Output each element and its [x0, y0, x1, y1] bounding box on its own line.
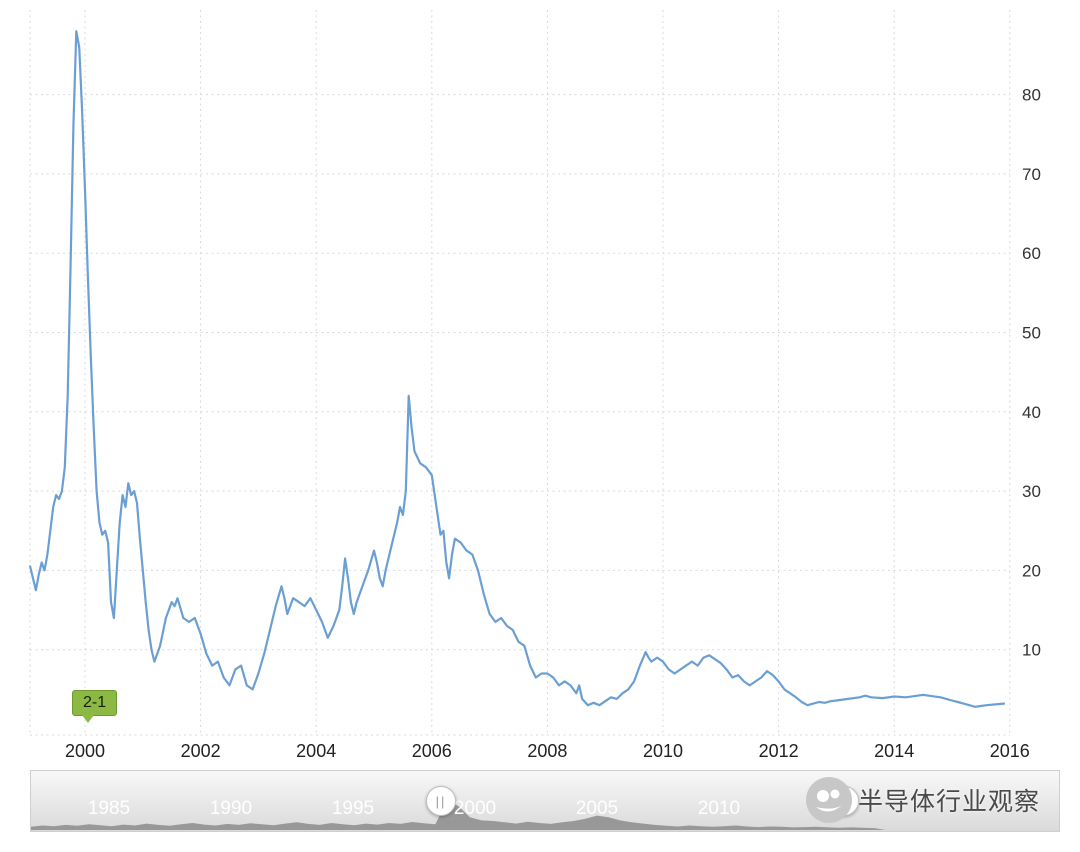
watermark: 半导体行业观察: [804, 775, 1040, 825]
navigator-year-label: 1995: [331, 798, 375, 819]
x-axis-label: 2000: [65, 741, 105, 761]
navigator-area: [31, 801, 1059, 830]
y-axis-label: 40: [1022, 403, 1041, 422]
y-axis-label: 20: [1022, 561, 1041, 580]
value-badge: 2-1: [72, 690, 118, 723]
y-axis-label: 50: [1022, 324, 1041, 343]
x-axis-label: 2012: [759, 741, 799, 761]
x-axis-label: 2010: [643, 741, 683, 761]
x-axis-label: 2006: [412, 741, 452, 761]
navigator-year-label: 2010: [697, 798, 741, 819]
y-axis-label: 70: [1022, 165, 1041, 184]
navigator-year-label: 1985: [87, 798, 131, 819]
navigator-year-label: 1990: [209, 798, 253, 819]
price-line: [29, 30, 1006, 708]
x-axis-label: 2008: [527, 741, 567, 761]
watermark-text: 半导体行业观察: [858, 788, 1041, 816]
y-axis-label: 30: [1022, 482, 1041, 501]
navigator-silhouette: [31, 801, 1059, 830]
navigator-year-label: 2000: [453, 798, 497, 819]
handle-grip-icon: ||: [435, 793, 447, 809]
x-axis-label: 2016: [990, 741, 1030, 761]
y-axis-label: 60: [1022, 244, 1041, 263]
navigator-year-label: 2005: [575, 798, 619, 819]
range-handle-left[interactable]: ||: [426, 786, 456, 816]
y-axis-label: 10: [1022, 641, 1041, 660]
y-axis-label: 80: [1022, 86, 1041, 105]
price-line-chart[interactable]: 10 20 30 40 50 60 70 80 2000 2002 2004 2006 2008 2010…: [0, 0, 1080, 762]
x-axis-label: 2002: [181, 741, 221, 761]
watermark-logo-icon: [806, 777, 852, 823]
x-axis-label: 2004: [296, 741, 336, 761]
x-axis-label: 2014: [874, 741, 914, 761]
